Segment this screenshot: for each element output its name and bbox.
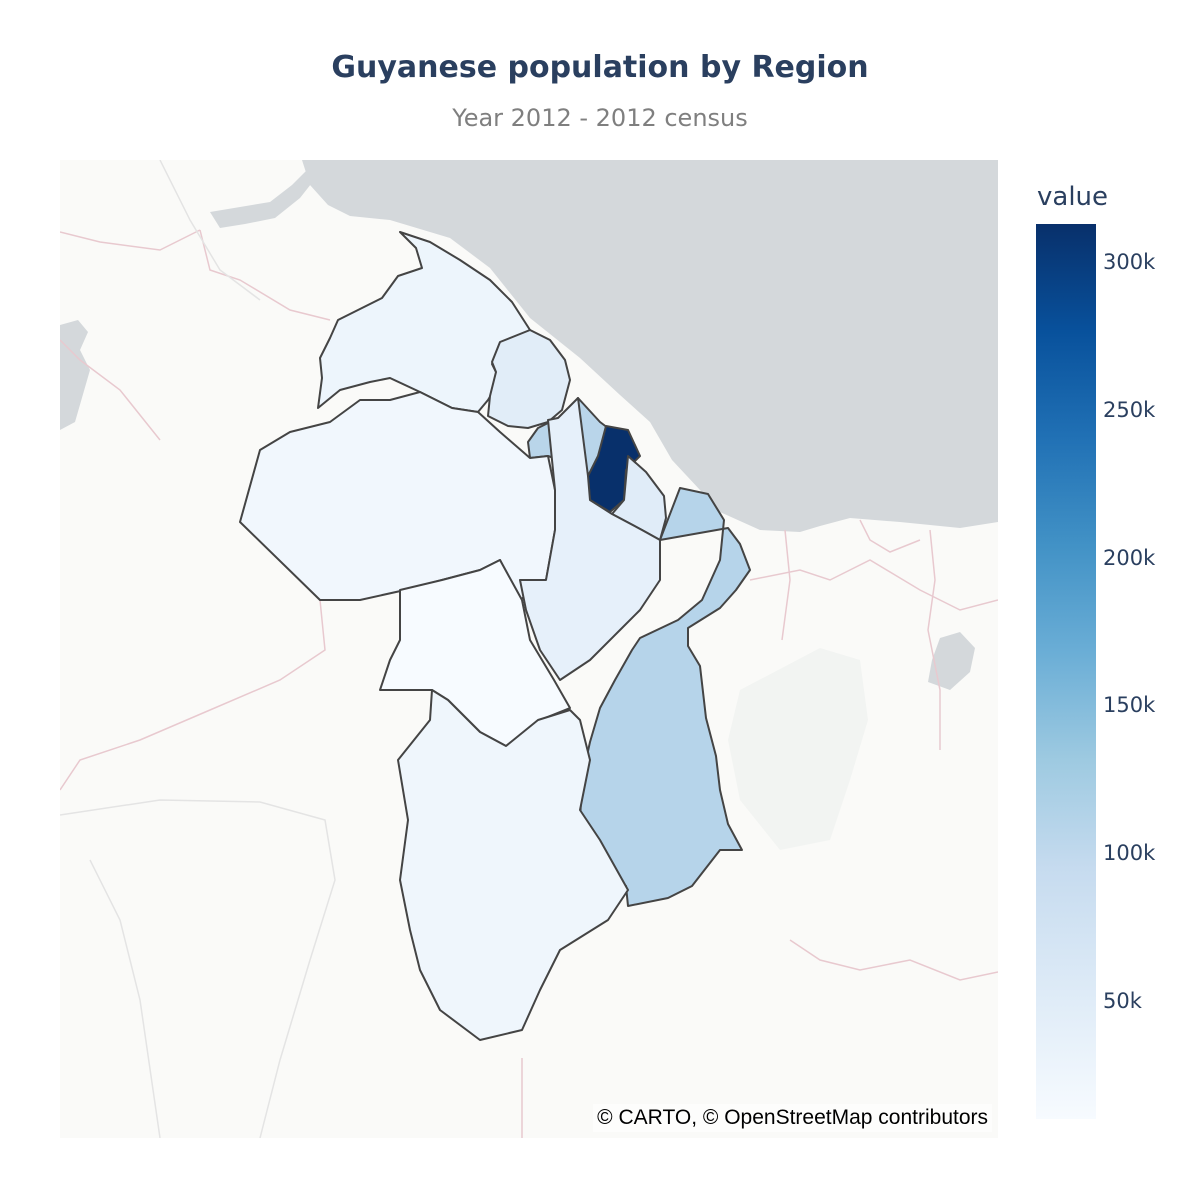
region-barima-waini[interactable]: Barima-Waini (317, 231, 531, 413)
colorbar-tick-label: 100k (1103, 841, 1156, 866)
colorbar-tick-label: 150k (1103, 693, 1156, 718)
region-upper-takutu[interactable]: Upper Takutu-Upper Essequibo (397, 689, 629, 1041)
map-container[interactable]: Barima-Waini Pomeroon-Supenaam Essequibo… (60, 160, 998, 1138)
reservoir-water (928, 632, 975, 690)
river-delta (210, 165, 322, 228)
colorbar-tick-label: 50k (1103, 988, 1142, 1013)
chart-title: Guyanese population by Region (331, 50, 869, 85)
region-upper-demerara[interactable]: Upper Demerara-Berbice (519, 397, 661, 681)
region-pomeroon-supenaam[interactable]: Pomeroon-Supenaam (487, 329, 571, 429)
colorbar-tick-label: 200k (1103, 545, 1156, 570)
colorbar (1036, 224, 1096, 1119)
colorbar-tick-label: 250k (1103, 398, 1156, 423)
colorbar-title: value (1037, 182, 1109, 212)
region-demerara-mahaica[interactable]: Demerara-Mahaica (587, 425, 641, 513)
colorbar-tick-label: 300k (1103, 250, 1156, 275)
map-attribution[interactable]: © CARTO, © OpenStreetMap contributors (593, 1104, 992, 1132)
country-borders (60, 229, 998, 1138)
roads (60, 160, 336, 1138)
ocean-area (302, 160, 998, 532)
map-svg[interactable]: Barima-Waini Pomeroon-Supenaam Essequibo… (60, 160, 998, 1138)
forest-area (728, 648, 868, 850)
chart-subtitle: Year 2012 - 2012 census (452, 104, 748, 132)
regions-layer: Barima-Waini Pomeroon-Supenaam Essequibo… (239, 231, 751, 1041)
